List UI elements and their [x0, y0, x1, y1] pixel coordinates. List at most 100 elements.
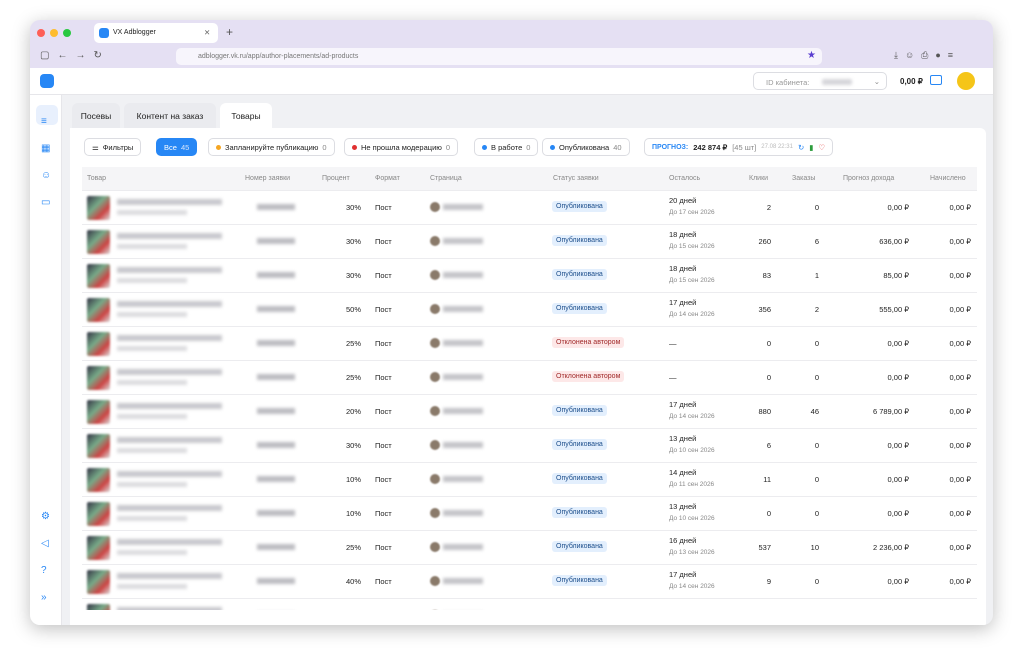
- table-row[interactable]: 25% Пост Опубликована 16 дней До 13 сен 2026…: [82, 530, 977, 564]
- filter-chip[interactable]: В работе 0: [474, 138, 539, 156]
- blurred-text: [443, 476, 483, 482]
- product-thumb: [87, 230, 110, 254]
- status-badge: Опубликована: [552, 439, 607, 450]
- blurred-text: [257, 578, 295, 584]
- new-tab[interactable]: +: [226, 25, 234, 39]
- status-badge: Опубликована: [552, 269, 607, 280]
- tab[interactable]: Посевы: [72, 103, 120, 128]
- page-avatar: [430, 202, 440, 212]
- table-row[interactable]: 10% Пост Опубликована 13 дней До 10 сен 2026…: [82, 496, 977, 530]
- blurred-text: [117, 244, 187, 249]
- filters-button[interactable]: ⚌ Фильтры: [84, 138, 142, 156]
- format: Пост: [375, 407, 392, 416]
- table-row[interactable]: 17 дней: [82, 598, 977, 610]
- column-header: Статус заявки: [553, 175, 599, 182]
- format: Пост: [375, 441, 392, 450]
- column-header: Страница: [430, 175, 462, 182]
- table-row[interactable]: 25% Пост Отклонена автором — 0 0 0,00 ₽ 0,00 ₽: [82, 360, 977, 394]
- blurred-text: [257, 476, 295, 482]
- table-row[interactable]: 25% Пост Отклонена автором — 0 0 0,00 ₽ 0,00 ₽: [82, 326, 977, 360]
- remaining: 18 дней: [669, 264, 697, 273]
- format: Пост: [375, 237, 392, 246]
- table-row[interactable]: 30% Пост Опубликована 18 дней До 15 сен 2026…: [82, 224, 977, 258]
- blurred-text: [443, 204, 483, 210]
- tab[interactable]: Контент на заказ: [124, 103, 216, 128]
- orders: 10: [810, 543, 819, 552]
- percent: 30%: [345, 441, 361, 450]
- blurred-text: [117, 312, 187, 317]
- remaining: 14 дней: [669, 468, 697, 477]
- product-thumb: [87, 400, 110, 424]
- clicks: 0: [766, 509, 771, 518]
- blurred-text: [443, 306, 483, 312]
- accrued: 0,00 ₽: [949, 407, 971, 416]
- avatar[interactable]: [957, 72, 975, 90]
- forecast: 0,00 ₽: [887, 373, 909, 382]
- orders: 1: [814, 271, 819, 280]
- orders: 0: [814, 475, 819, 484]
- address-bar[interactable]: adblogger.vk.ru/app/author-placements/ad…: [176, 48, 822, 65]
- table-row[interactable]: 50% Пост Опубликована 17 дней До 14 сен 2026…: [82, 292, 977, 326]
- blurred-text: [257, 442, 295, 448]
- accrued: 0,00 ₽: [949, 441, 971, 450]
- until: До 15 сен 2026: [669, 243, 715, 250]
- app-header: ID кабинета: ⌄ 0,00 ₽: [30, 68, 993, 95]
- status-badge: Опубликована: [552, 201, 607, 212]
- page-avatar: [430, 338, 440, 348]
- status-badge: Опубликована: [552, 235, 607, 246]
- nav-buttons[interactable]: ▢←→↻: [40, 50, 110, 61]
- blurred-text: [257, 306, 295, 312]
- accrued: 0,00 ₽: [949, 271, 971, 280]
- format: Пост: [375, 373, 392, 382]
- percent: 25%: [345, 373, 361, 382]
- filter-chip[interactable]: Не прошла модерацию 0: [344, 138, 459, 156]
- table-row[interactable]: 40% Пост Опубликована 17 дней До 14 сен 2026…: [82, 564, 977, 598]
- percent: 25%: [345, 543, 361, 552]
- until: До 14 сен 2026: [669, 311, 715, 318]
- format: Пост: [375, 543, 392, 552]
- column-header: Начислено: [930, 175, 966, 182]
- blurred-text: [117, 550, 187, 555]
- tab[interactable]: Товары: [220, 103, 272, 128]
- clicks: 0: [766, 339, 771, 348]
- table-row[interactable]: 20% Пост Опубликована 17 дней До 14 сен 2026…: [82, 394, 977, 428]
- chip-count: 0: [526, 142, 531, 152]
- page-avatar: [430, 372, 440, 382]
- forecast-label: ПРОГНОЗ:: [652, 143, 689, 151]
- table-row[interactable]: 10% Пост Опубликована 14 дней До 11 сен 2026…: [82, 462, 977, 496]
- table-row[interactable]: 30% Пост Опубликована 20 дней До 17 сен 2026…: [82, 190, 977, 224]
- blurred-text: [117, 505, 222, 511]
- blurred-text: [117, 584, 187, 589]
- blurred-text: [117, 516, 187, 521]
- table-row[interactable]: 30% Пост Опубликована 13 дней До 10 сен 2026…: [82, 428, 977, 462]
- browser-tools[interactable]: ⤓☺⎙●≡: [894, 50, 961, 60]
- forecast: 0,00 ₽: [887, 441, 909, 450]
- accrued: 0,00 ₽: [949, 305, 971, 314]
- clicks: 83: [762, 271, 771, 280]
- table-row[interactable]: 30% Пост Опубликована 18 дней До 15 сен 2026…: [82, 258, 977, 292]
- tab-title: VX Adblogger: [113, 29, 156, 36]
- page-avatar: [430, 474, 440, 484]
- status-badge: Опубликована: [552, 507, 607, 518]
- orders: 0: [814, 577, 819, 586]
- cabinet-select[interactable]: ID кабинета: ⌄: [753, 72, 887, 90]
- column-header: Номер заявки: [245, 175, 291, 182]
- blurred-text: [257, 272, 295, 278]
- product-thumb: [87, 434, 110, 458]
- until: До 15 сен 2026: [669, 277, 715, 284]
- browser-tab[interactable]: VX Adblogger ✕: [94, 23, 218, 43]
- product-thumb: [87, 604, 110, 610]
- chip-label: Опубликована: [559, 142, 610, 152]
- chip-label: Запланируйте публикацию: [225, 142, 319, 152]
- accrued: 0,00 ₽: [949, 373, 971, 382]
- table-header: [82, 167, 977, 190]
- percent: 50%: [345, 305, 361, 314]
- blurred-text: [257, 510, 295, 516]
- column-header: Процент: [322, 175, 350, 182]
- blurred-text: [443, 578, 483, 584]
- filter-chip[interactable]: Опубликована 40: [542, 138, 630, 156]
- filter-chip[interactable]: Запланируйте публикацию 0: [208, 138, 335, 156]
- blurred-text: [117, 369, 222, 375]
- filter-chip[interactable]: Все 45: [156, 138, 198, 156]
- percent: 30%: [345, 203, 361, 212]
